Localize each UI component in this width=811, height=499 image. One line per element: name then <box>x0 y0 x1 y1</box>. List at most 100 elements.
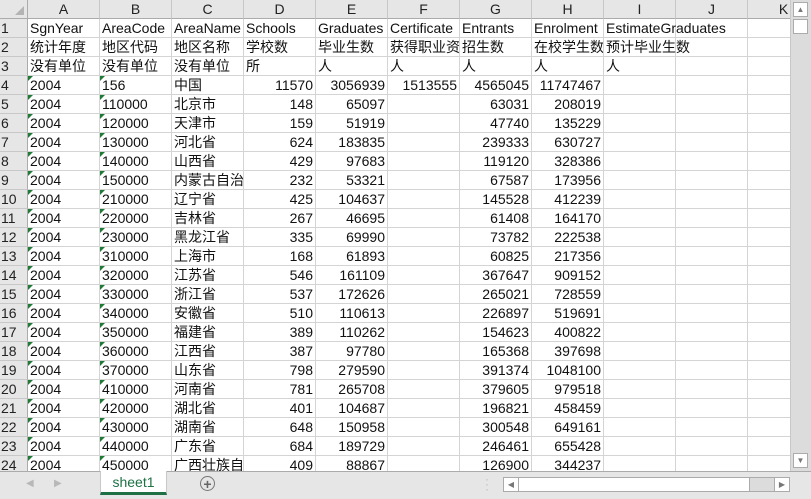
cell-i8[interactable] <box>604 152 676 171</box>
cell-f3[interactable]: 人 <box>388 57 460 76</box>
cell-d18[interactable]: 387 <box>244 342 316 361</box>
number-stored-as-text-indicator-icon[interactable] <box>100 171 105 176</box>
row-header[interactable]: 9 <box>0 171 28 190</box>
cell-h23[interactable]: 655428 <box>532 437 604 456</box>
cell-k13[interactable] <box>748 247 790 266</box>
row-header[interactable]: 4 <box>0 76 28 95</box>
cell-k14[interactable] <box>748 266 790 285</box>
number-stored-as-text-indicator-icon[interactable] <box>28 171 33 176</box>
cell-j10[interactable] <box>676 190 748 209</box>
number-stored-as-text-indicator-icon[interactable] <box>100 456 105 461</box>
next-sheet-icon[interactable]: ▶ <box>54 478 62 489</box>
spreadsheet-grid[interactable]: A B C D E F G H I J K 1 SgnYear AreaCode AreaName Schoo… <box>0 0 790 471</box>
cell-a12[interactable]: 2004 <box>28 228 100 247</box>
cell-j5[interactable] <box>676 95 748 114</box>
column-header-d[interactable]: D <box>244 0 316 19</box>
cell-f7[interactable] <box>388 133 460 152</box>
cell-a5[interactable]: 2004 <box>28 95 100 114</box>
cell-h5[interactable]: 208019 <box>532 95 604 114</box>
number-stored-as-text-indicator-icon[interactable] <box>28 285 33 290</box>
cell-d19[interactable]: 798 <box>244 361 316 380</box>
column-header-c[interactable]: C <box>172 0 244 19</box>
column-header-g[interactable]: G <box>460 0 532 19</box>
cell-d8[interactable]: 429 <box>244 152 316 171</box>
cell-c7[interactable]: 河北省 <box>172 133 244 152</box>
number-stored-as-text-indicator-icon[interactable] <box>100 95 105 100</box>
cell-j17[interactable] <box>676 323 748 342</box>
cell-a2[interactable]: 统计年度 <box>28 38 100 57</box>
row-header[interactable]: 11 <box>0 209 28 228</box>
cell-j19[interactable] <box>676 361 748 380</box>
cell-e8[interactable]: 97683 <box>316 152 388 171</box>
cell-c2[interactable]: 地区名称 <box>172 38 244 57</box>
cell-i22[interactable] <box>604 418 676 437</box>
cell-f4[interactable]: 1513555 <box>388 76 460 95</box>
cell-a11[interactable]: 2004 <box>28 209 100 228</box>
cell-g22[interactable]: 300548 <box>460 418 532 437</box>
number-stored-as-text-indicator-icon[interactable] <box>100 304 105 309</box>
number-stored-as-text-indicator-icon[interactable] <box>28 399 33 404</box>
cell-k8[interactable] <box>748 152 790 171</box>
cell-i21[interactable] <box>604 399 676 418</box>
tab-splitter-handle[interactable]: · · · <box>485 472 489 496</box>
cell-k4[interactable] <box>748 76 790 95</box>
cell-f11[interactable] <box>388 209 460 228</box>
cell-e21[interactable]: 104687 <box>316 399 388 418</box>
cell-e7[interactable]: 183835 <box>316 133 388 152</box>
add-sheet-icon[interactable]: + <box>200 476 215 491</box>
cell-e12[interactable]: 69990 <box>316 228 388 247</box>
number-stored-as-text-indicator-icon[interactable] <box>28 266 33 271</box>
column-header-i[interactable]: I <box>604 0 676 19</box>
cell-a10[interactable]: 2004 <box>28 190 100 209</box>
cell-g8[interactable]: 119120 <box>460 152 532 171</box>
cell-a1[interactable]: SgnYear <box>28 19 100 38</box>
cell-e5[interactable]: 65097 <box>316 95 388 114</box>
cell-a4[interactable]: 2004 <box>28 76 100 95</box>
cell-b16[interactable]: 340000 <box>100 304 172 323</box>
cell-h2[interactable]: 在校学生数 <box>532 38 604 57</box>
cell-f24[interactable] <box>388 456 460 471</box>
cell-a6[interactable]: 2004 <box>28 114 100 133</box>
cell-f12[interactable] <box>388 228 460 247</box>
sheet-tab-sheet1[interactable]: sheet1 <box>100 471 167 495</box>
cell-i16[interactable] <box>604 304 676 323</box>
cell-d11[interactable]: 267 <box>244 209 316 228</box>
number-stored-as-text-indicator-icon[interactable] <box>100 209 105 214</box>
cell-k1[interactable] <box>748 19 790 38</box>
cell-k24[interactable] <box>748 456 790 471</box>
number-stored-as-text-indicator-icon[interactable] <box>28 380 33 385</box>
cell-a19[interactable]: 2004 <box>28 361 100 380</box>
cell-g9[interactable]: 67587 <box>460 171 532 190</box>
cell-c19[interactable]: 山东省 <box>172 361 244 380</box>
cell-k3[interactable] <box>748 57 790 76</box>
cell-b6[interactable]: 120000 <box>100 114 172 133</box>
cell-f18[interactable] <box>388 342 460 361</box>
cell-e22[interactable]: 150958 <box>316 418 388 437</box>
cell-k12[interactable] <box>748 228 790 247</box>
row-header[interactable]: 5 <box>0 95 28 114</box>
cell-b5[interactable]: 110000 <box>100 95 172 114</box>
cell-a16[interactable]: 2004 <box>28 304 100 323</box>
cell-c3[interactable]: 没有单位 <box>172 57 244 76</box>
cell-b3[interactable]: 没有单位 <box>100 57 172 76</box>
cell-f19[interactable] <box>388 361 460 380</box>
cell-k7[interactable] <box>748 133 790 152</box>
cell-h17[interactable]: 400822 <box>532 323 604 342</box>
number-stored-as-text-indicator-icon[interactable] <box>100 285 105 290</box>
number-stored-as-text-indicator-icon[interactable] <box>100 114 105 119</box>
cell-d5[interactable]: 148 <box>244 95 316 114</box>
cell-d6[interactable]: 159 <box>244 114 316 133</box>
cell-j3[interactable] <box>676 57 748 76</box>
row-header[interactable]: 6 <box>0 114 28 133</box>
column-header-h[interactable]: H <box>532 0 604 19</box>
cell-d23[interactable]: 684 <box>244 437 316 456</box>
scroll-down-icon[interactable]: ▼ <box>793 453 808 468</box>
cell-g7[interactable]: 239333 <box>460 133 532 152</box>
cell-k6[interactable] <box>748 114 790 133</box>
number-stored-as-text-indicator-icon[interactable] <box>28 95 33 100</box>
cell-c13[interactable]: 上海市 <box>172 247 244 266</box>
number-stored-as-text-indicator-icon[interactable] <box>100 76 105 81</box>
number-stored-as-text-indicator-icon[interactable] <box>28 323 33 328</box>
cell-h9[interactable]: 173956 <box>532 171 604 190</box>
cell-j14[interactable] <box>676 266 748 285</box>
